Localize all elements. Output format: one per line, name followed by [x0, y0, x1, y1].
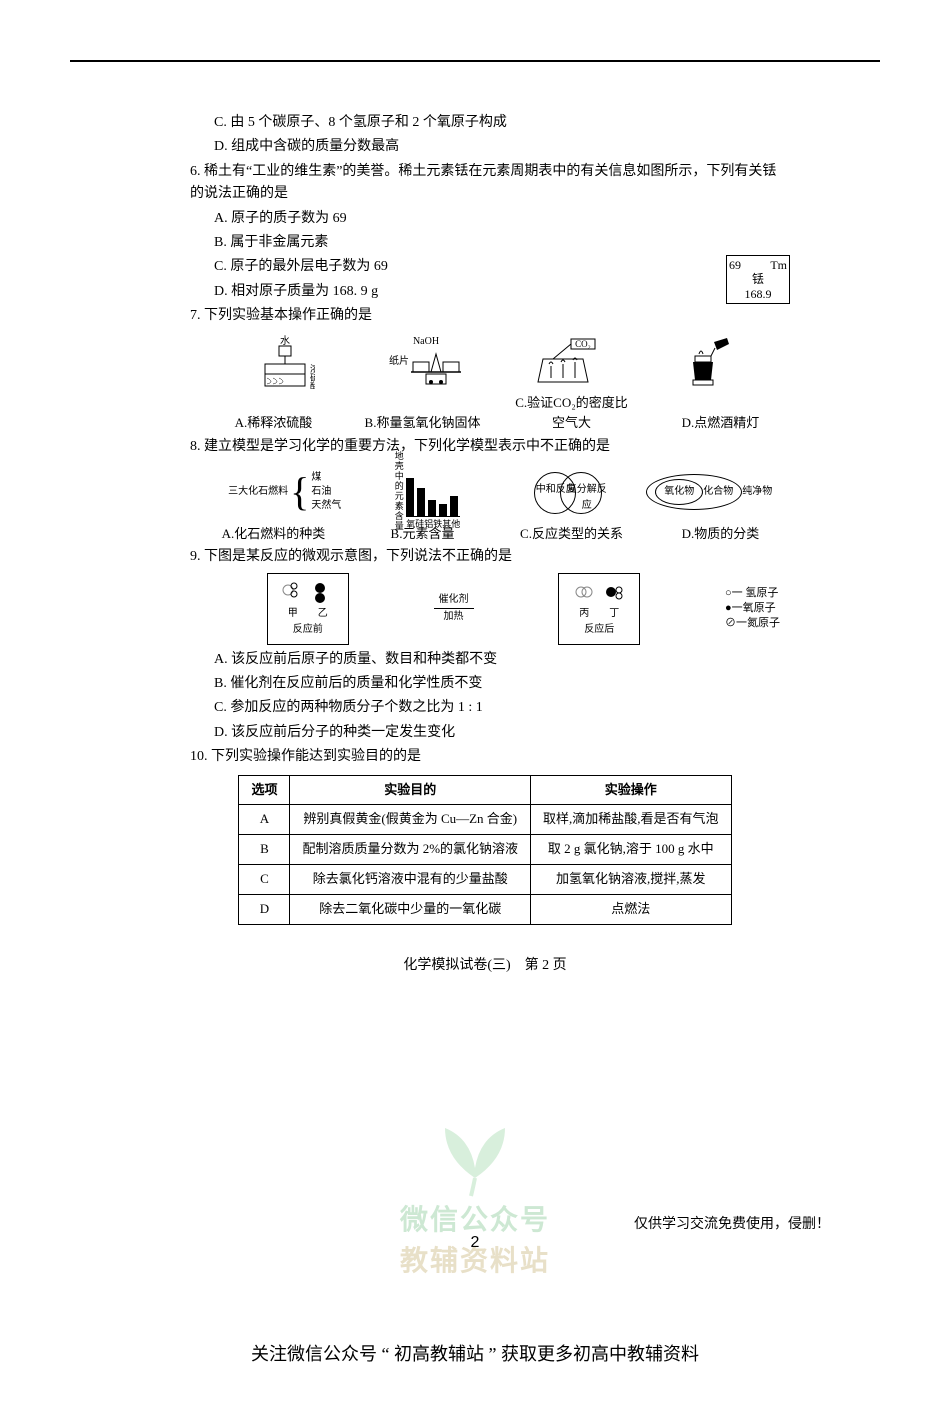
q9-optD: D. 该反应前后分子的种类一定发生变化 — [214, 722, 780, 744]
q10-stem: 10. 下列实验操作能达到实验目的的是 — [190, 746, 780, 768]
q10-h-opt: 选项 — [239, 775, 290, 805]
q8-figD: 氧化物化合物 纯净物 — [639, 465, 781, 520]
q8-optD: D.物质的分类 — [661, 524, 780, 545]
q6-optB: B. 属于非金属元素 — [214, 232, 780, 254]
q10-h-purpose: 实验目的 — [290, 775, 531, 805]
q6-optA: A. 原子的质子数为 69 — [214, 208, 780, 230]
q8-optB: B.元素含量 — [363, 524, 482, 545]
q7-stem: 7. 下列实验基本操作正确的是 — [190, 305, 780, 327]
water-label: 水 — [280, 335, 290, 347]
q8-opt-labels: A.化石燃料的种类 B.元素含量 C.反应类型的关系 D.物质的分类 — [214, 524, 780, 545]
q8-stem: 8. 建立模型是学习化学的重要方法，下列化学模型表示中不正确的是 — [190, 436, 780, 458]
q7-optD: D.点燃酒精灯 — [661, 413, 780, 434]
q7-figD — [639, 334, 781, 389]
svg-text:NaOH: NaOH — [413, 336, 439, 347]
q7-figures: 水 浓 硫 酸 NaOH 纸片 — [214, 334, 780, 389]
q8-figures: 三大化石燃料 { 煤 石油 天然气 地壳中的元素含量 — [214, 465, 780, 520]
q9-optA: A. 该反应前后原子的质量、数目和种类都不变 — [214, 649, 780, 671]
table-row: B 配制溶质质量分数为 2%的氯化钠溶液 取 2 g 氯化钠,溶于 100 g … — [239, 835, 731, 865]
bottom-promo: 关注微信公众号 “ 初高教辅站 ” 获取更多初高中教辅资料 — [0, 1340, 950, 1369]
q6-stem: 6. 稀土有“工业的维生素”的美誉。稀土元素铥在元素周期表中的有关信息如图所示，… — [190, 161, 780, 206]
q8-optC: C.反应类型的关系 — [512, 524, 631, 545]
q7-figB: NaOH 纸片 — [356, 334, 498, 389]
q8-optA: A.化石燃料的种类 — [214, 524, 333, 545]
q8-figC: 中和反应 复分解反应 — [497, 465, 639, 520]
q6-optD: D. 相对原子质量为 168. 9 g — [214, 281, 780, 303]
table-row: C 除去氯化钙溶液中混有的少量盐酸 加氢氧化钠溶液,搅拌,蒸发 — [239, 865, 731, 895]
q5-optC: C. 由 5 个碳原子、8 个氢原子和 2 个氧原子构成 — [214, 112, 780, 134]
q7-optA: A.稀释浓硫酸 — [214, 413, 333, 434]
q8-figB: 地壳中的元素含量 氧硅铝铁其他 — [356, 465, 498, 520]
q7-optC: C.验证CO₂的密度比空气大 — [512, 393, 631, 435]
q6-optC: C. 原子的最外层电子数为 69 — [214, 256, 780, 278]
main-content: C. 由 5 个碳原子、8 个氢原子和 2 个氧原子构成 D. 组成中含碳的质量… — [190, 112, 780, 977]
page-footer-title: 化学模拟试卷(三) 第 2 页 — [190, 955, 780, 977]
table-row: D 除去二氧化碳中少量的一氧化碳 点燃法 — [239, 894, 731, 924]
svg-text:纸片: 纸片 — [389, 354, 409, 367]
q9-figure: 甲乙 反应前 催化剂 加热 丙丁 反应后 ○一 氢原子 ●一氧原子 ⊘一氮原子 — [190, 573, 780, 645]
q7-figC: CO₂ — [497, 334, 639, 389]
q10-table: 选项 实验目的 实验操作 A 辨别真假黄金(假黄金为 Cu—Zn 合金) 取样,… — [238, 775, 731, 925]
top-rule — [70, 60, 880, 62]
q8-figA: 三大化石燃料 { 煤 石油 天然气 — [214, 465, 356, 520]
q10-h-op: 实验操作 — [531, 775, 732, 805]
q7-optB: B.称量氢氧化钠固体 — [363, 413, 482, 434]
q7-figA: 水 浓 硫 酸 — [214, 334, 356, 389]
table-row: A 辨别真假黄金(假黄金为 Cu—Zn 合金) 取样,滴加稀盐酸,看是否有气泡 — [239, 805, 731, 835]
svg-text:CO₂: CO₂ — [575, 339, 591, 349]
q7-opt-labels: A.稀释浓硫酸 B.称量氢氧化钠固体 C.验证CO₂的密度比空气大 D.点燃酒精… — [214, 393, 780, 435]
q9-stem: 9. 下图是某反应的微观示意图，下列说法不正确的是 — [190, 546, 780, 568]
watermark: 微信公众号 教辅资料站 — [400, 1108, 550, 1284]
page-number: 2 — [471, 1230, 480, 1256]
q5-optD: D. 组成中含碳的质量分数最高 — [214, 136, 780, 158]
q9-optC: C. 参加反应的两种物质分子个数之比为 1 : 1 — [214, 697, 780, 719]
q9-optB: B. 催化剂在反应前后的质量和化学性质不变 — [214, 673, 780, 695]
element-tm-box: 69 Tm 铥 168.9 — [726, 255, 790, 304]
svg-text:酸: 酸 — [310, 382, 315, 389]
disclaimer: 仅供学习交流免费使用，侵删！ — [634, 1214, 830, 1236]
